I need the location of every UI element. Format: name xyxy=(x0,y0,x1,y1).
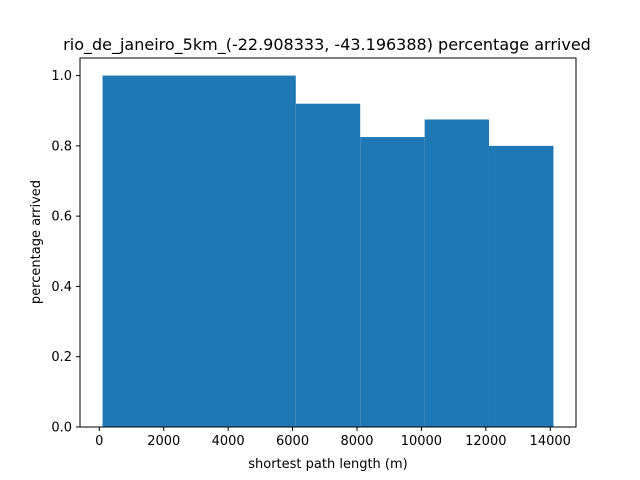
x-tick-label: 0 xyxy=(95,434,103,449)
y-tick-label: 0.0 xyxy=(51,421,72,436)
x-tick-label: 2000 xyxy=(147,434,180,449)
y-tick-label: 0.8 xyxy=(51,139,72,154)
y-tick-label: 0.4 xyxy=(51,280,72,295)
x-tick-label: 8000 xyxy=(340,434,373,449)
x-tick-label: 12000 xyxy=(465,434,506,449)
y-tick-label: 0.6 xyxy=(51,210,72,225)
bar-3 xyxy=(424,119,490,427)
chart-title: rio_de_janeiro_5km_(-22.908333, -43.1963… xyxy=(63,35,591,55)
x-tick-label: 6000 xyxy=(276,434,309,449)
plot-frame xyxy=(79,57,577,428)
bars-group xyxy=(102,75,554,428)
x-tick-label: 4000 xyxy=(212,434,245,449)
x-tick-label: 14000 xyxy=(530,434,571,449)
bar-1 xyxy=(295,103,361,427)
x-tick-label: 10000 xyxy=(401,434,442,449)
bar-0 xyxy=(102,75,296,428)
y-tick-label: 1.0 xyxy=(51,69,72,84)
y-tick-label: 0.2 xyxy=(51,350,72,365)
y-axis-ticks: 0.0 0.2 0.4 0.6 0.8 1.0 xyxy=(51,69,80,436)
x-axis-label: shortest path length (m) xyxy=(248,457,407,472)
x-axis-ticks: 0 2000 4000 6000 8000 10000 12000 14000 xyxy=(95,427,571,449)
y-axis-label: percentage arrived xyxy=(29,180,44,304)
bar-2 xyxy=(360,137,425,428)
bar-4 xyxy=(489,145,554,427)
